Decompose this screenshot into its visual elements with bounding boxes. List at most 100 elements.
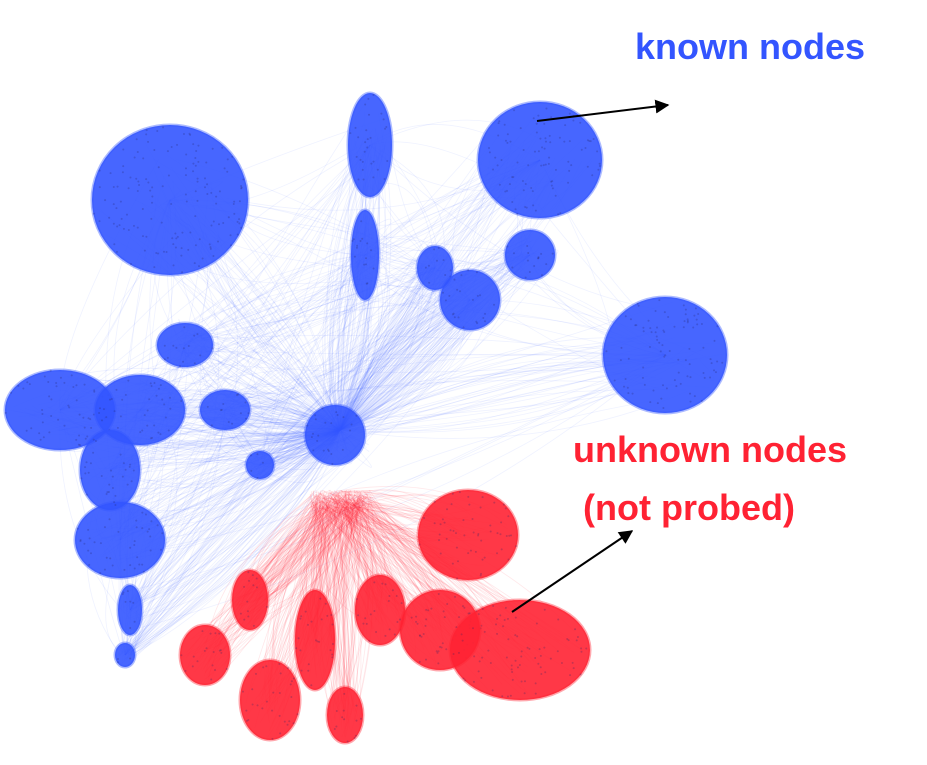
graph-node (218, 649, 221, 652)
graph-node (155, 251, 158, 254)
graph-node (4, 411, 7, 414)
graph-node (527, 164, 530, 167)
unknown-edge (326, 499, 359, 621)
graph-node (677, 358, 680, 361)
graph-node (689, 376, 692, 379)
graph-node (449, 529, 452, 532)
known-edge (339, 147, 387, 431)
graph-node (352, 238, 355, 241)
unknown-edge (262, 503, 355, 602)
graph-node (469, 549, 472, 552)
graph-node (658, 341, 661, 344)
graph-node (182, 133, 185, 136)
graph-node (507, 638, 510, 641)
known-edge (136, 354, 666, 395)
graph-node (256, 477, 259, 480)
graph-node (41, 421, 44, 424)
unknown-edge (208, 492, 347, 662)
graph-node (167, 429, 170, 432)
graph-node (534, 657, 537, 660)
graph-node (365, 622, 368, 625)
graph-node (151, 201, 154, 204)
graph-node (514, 616, 517, 619)
graph-node (196, 333, 199, 336)
graph-node (145, 178, 148, 181)
graph-node (458, 616, 461, 619)
graph-node (510, 534, 513, 537)
known-edge (130, 429, 341, 604)
graph-node (540, 673, 543, 676)
graph-node (366, 138, 369, 141)
graph-node (149, 549, 152, 552)
graph-node (455, 626, 458, 629)
graph-node (422, 632, 425, 635)
graph-node (682, 304, 685, 307)
graph-node (223, 167, 226, 170)
graph-node (359, 717, 362, 720)
known-edge (339, 273, 523, 431)
graph-node (357, 178, 360, 181)
graph-node (150, 385, 153, 388)
graph-node (478, 660, 481, 663)
graph-node (709, 358, 712, 361)
graph-node (388, 594, 391, 597)
graph-node (425, 608, 428, 611)
graph-node (370, 162, 373, 165)
known-edge (101, 254, 531, 410)
unknown-edge (200, 506, 368, 630)
known-edge (124, 429, 341, 649)
graph-node (77, 443, 80, 446)
graph-node (696, 323, 699, 326)
graph-node (476, 294, 479, 297)
known-edge (134, 144, 371, 569)
graph-node (169, 407, 172, 410)
unknown-edge (203, 504, 354, 644)
graph-node (526, 245, 529, 248)
graph-node (683, 320, 686, 323)
graph-node (321, 407, 324, 410)
graph-node (506, 617, 509, 620)
graph-node (457, 651, 460, 654)
graph-node (141, 207, 144, 210)
graph-node (487, 146, 490, 149)
graph-node (47, 380, 50, 383)
graph-node (133, 544, 136, 547)
unknown-cluster (238, 658, 302, 742)
graph-node (159, 433, 162, 436)
graph-node (550, 184, 553, 187)
graph-node (654, 331, 657, 334)
graph-node (245, 417, 248, 420)
graph-node (116, 661, 119, 664)
graph-node (396, 620, 399, 623)
unknown-edge (270, 489, 338, 691)
known-edge (184, 299, 452, 346)
graph-node (300, 669, 303, 672)
graph-node (433, 248, 436, 251)
graph-node (481, 496, 484, 499)
graph-node (138, 183, 141, 186)
unknown-edge (250, 493, 349, 590)
graph-node (716, 360, 719, 363)
graph-node (591, 174, 594, 177)
graph-node (149, 535, 152, 538)
graph-node (221, 146, 224, 149)
graph-node (641, 376, 644, 379)
known-edge (148, 159, 541, 545)
known-edge (119, 238, 363, 541)
unknown-edge (250, 492, 353, 688)
graph-node (174, 246, 177, 249)
graph-node (94, 440, 97, 443)
graph-node (523, 680, 526, 683)
graph-node (507, 558, 510, 561)
graph-node (25, 429, 28, 432)
known-edge (130, 429, 341, 658)
graph-node (124, 468, 127, 471)
graph-node (444, 273, 447, 276)
known-edge (125, 429, 341, 472)
graph-node (240, 186, 243, 189)
graph-node (212, 220, 215, 223)
graph-node (198, 265, 201, 268)
graph-node (342, 709, 345, 712)
unknown-edge (225, 491, 330, 663)
graph-node (629, 318, 632, 321)
